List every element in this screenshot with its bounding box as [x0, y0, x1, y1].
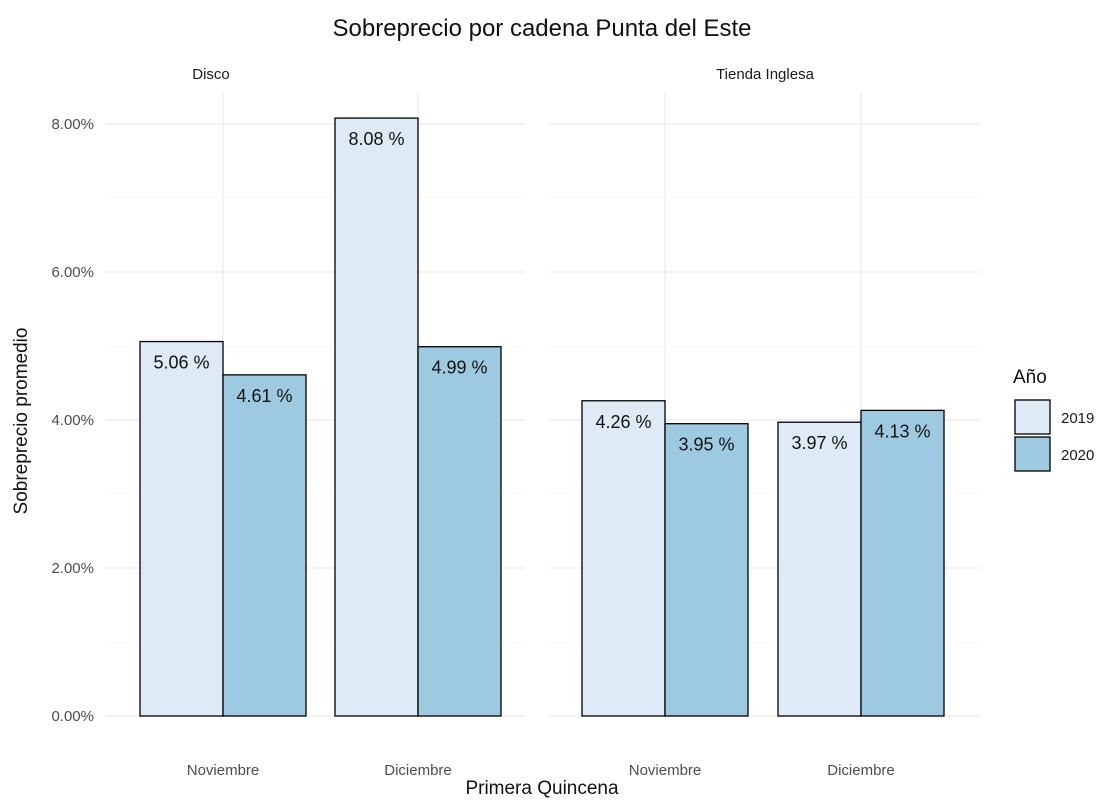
- x-tick-label-noviembre: Noviembre: [187, 762, 260, 779]
- legend-swatch-2020: [1014, 436, 1051, 472]
- bar-value-label: 4.13 %: [874, 421, 930, 441]
- y-tick-label: 2.00%: [51, 560, 94, 577]
- bar-tienda-inglesa-diciembre-2019: [777, 421, 862, 717]
- y-axis: 0.00% 2.00% 4.00% 6.00% 8.00%: [51, 116, 94, 725]
- facet-strip-label: Tienda Inglesa: [716, 66, 815, 83]
- bar-value-label: 4.61 %: [236, 386, 292, 406]
- chart-title: Sobreprecio por cadena Punta del Este: [333, 15, 752, 42]
- x-axis: Noviembre Diciembre Noviembre Diciembre: [187, 762, 895, 779]
- bar-value-label: 5.06 %: [153, 353, 209, 373]
- y-tick-label: 0.00%: [51, 708, 94, 725]
- bar-disco-diciembre-2019: [334, 117, 419, 717]
- legend-label-2020: 2020: [1061, 447, 1094, 464]
- bar-tienda-inglesa-noviembre-2019: [581, 400, 666, 717]
- bar-tienda-inglesa-noviembre-2020: [664, 423, 749, 717]
- x-tick-label-diciembre: Diciembre: [384, 762, 452, 779]
- legend-swatch-2019: [1014, 399, 1051, 435]
- bars-layer: [139, 117, 945, 717]
- y-axis-title: Sobreprecio promedio: [11, 328, 32, 515]
- legend-title: Año: [1013, 367, 1047, 388]
- bar-value-label: 3.97 %: [791, 433, 847, 453]
- legend: Año 2019 2020: [1013, 367, 1094, 472]
- bar-disco-noviembre-2019: [139, 340, 224, 717]
- bar-value-label: 4.99 %: [431, 358, 487, 378]
- legend-label-2019: 2019: [1061, 410, 1094, 427]
- bar-disco-diciembre-2020: [417, 346, 502, 717]
- bar-value-label: 3.95 %: [678, 435, 734, 455]
- bar-disco-noviembre-2020: [222, 374, 307, 717]
- bar-value-label: 8.08 %: [348, 129, 404, 149]
- facet-strip-label: Disco: [192, 66, 230, 83]
- y-tick-label: 4.00%: [51, 412, 94, 429]
- bar-tienda-inglesa-diciembre-2020: [860, 409, 945, 717]
- y-tick-label: 8.00%: [51, 116, 94, 133]
- x-axis-title: Primera Quincena: [465, 778, 619, 799]
- x-tick-label-diciembre: Diciembre: [827, 762, 895, 779]
- y-tick-label: 6.00%: [51, 264, 94, 281]
- x-tick-label-noviembre: Noviembre: [629, 762, 702, 779]
- bar-value-label: 4.26 %: [595, 412, 651, 432]
- bar-labels-layer: 5.06 % 8.08 % 4.61 % 4.99 % 4.26 % 3.97 % 3.95…: [153, 129, 930, 455]
